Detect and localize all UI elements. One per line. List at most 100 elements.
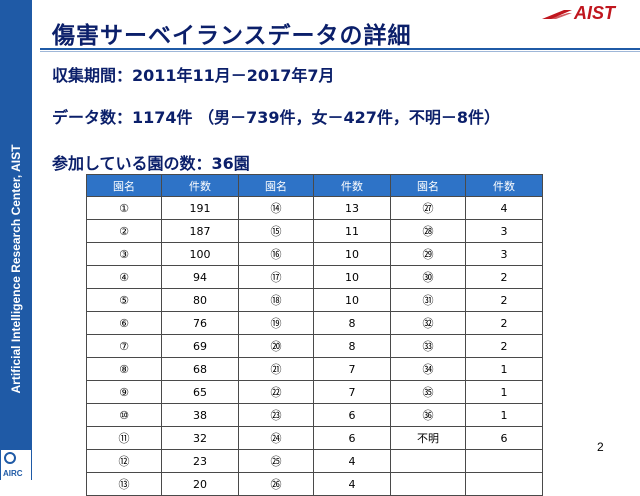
aist-logo: AIST: [542, 3, 634, 25]
side-band: [0, 0, 32, 480]
count-cell: 65: [161, 380, 239, 404]
park-name-cell: ㉝: [390, 334, 466, 358]
table-header-row: 園名 件数 園名 件数 園名 件数: [86, 174, 543, 197]
park-name-cell: 不明: [390, 426, 466, 450]
table-row: ② 187 ⑮ 11 ㉘ 3: [86, 219, 543, 243]
title-underline-thin: [40, 51, 640, 52]
park-name-cell: ⑥: [86, 311, 162, 335]
aist-logo-text: AIST: [574, 3, 616, 23]
park-name-cell: ㉑: [238, 357, 314, 381]
title-underline: [40, 48, 640, 50]
count-cell: 2: [465, 334, 543, 358]
count-cell: 76: [161, 311, 239, 335]
count-cell: 38: [161, 403, 239, 427]
count-cell: 69: [161, 334, 239, 358]
count-cell: 1: [465, 403, 543, 427]
count-cell: 3: [465, 242, 543, 266]
count-cell: 8: [313, 334, 391, 358]
header-count: 件数: [161, 174, 239, 197]
park-name-cell: ⑲: [238, 311, 314, 335]
header-count: 件数: [313, 174, 391, 197]
park-name-cell: ㉞: [390, 357, 466, 381]
header-park-name: 園名: [390, 174, 466, 197]
park-name-cell: ④: [86, 265, 162, 289]
count-cell: 8: [313, 311, 391, 335]
table-row: ⑩ 38 ㉓ 6 ㊱ 1: [86, 403, 543, 427]
airc-logo-mark: [4, 452, 16, 464]
park-name-cell: ⑤: [86, 288, 162, 312]
data-count: データ数：1174件 （男－739件，女－427件，不明－8件）: [52, 108, 501, 127]
table-row: ⑫ 23 ㉕ 4: [86, 449, 543, 473]
count-cell: 32: [161, 426, 239, 450]
park-name-cell: ㉚: [390, 265, 466, 289]
collection-period: 収集期間：2011年11月－2017年7月: [52, 66, 335, 85]
count-cell: 2: [465, 265, 543, 289]
table-row: ③ 100 ⑯ 10 ㉙ 3: [86, 242, 543, 266]
header-count: 件数: [465, 174, 543, 197]
park-name-cell: ⑫: [86, 449, 162, 473]
park-name-cell: ②: [86, 219, 162, 243]
count-cell: 7: [313, 357, 391, 381]
park-name-cell: ㉔: [238, 426, 314, 450]
table-row: ④ 94 ⑰ 10 ㉚ 2: [86, 265, 543, 289]
count-cell: 13: [313, 196, 391, 220]
header-park-name: 園名: [238, 174, 314, 197]
park-name-cell: ㉕: [238, 449, 314, 473]
page-number: 2: [597, 440, 604, 454]
counts-table: 園名 件数 園名 件数 園名 件数 ① 191 ⑭ 13 ㉗ 4 ② 187 ⑮…: [86, 174, 543, 496]
table-row: ① 191 ⑭ 13 ㉗ 4: [86, 196, 543, 220]
table-row: ⑧ 68 ㉑ 7 ㉞ 1: [86, 357, 543, 381]
count-cell: 11: [313, 219, 391, 243]
airc-logo: AIRC: [1, 450, 31, 480]
count-cell: 2: [465, 288, 543, 312]
count-cell: [465, 472, 543, 496]
park-name-cell: ⑬: [86, 472, 162, 496]
park-name-cell: ⑭: [238, 196, 314, 220]
count-cell: [465, 449, 543, 473]
count-cell: 20: [161, 472, 239, 496]
park-name-cell: ①: [86, 196, 162, 220]
park-name-cell: ㉓: [238, 403, 314, 427]
park-name-cell: ㉟: [390, 380, 466, 404]
count-cell: 68: [161, 357, 239, 381]
park-name-cell: [390, 472, 466, 496]
count-cell: 191: [161, 196, 239, 220]
table-row: ⑨ 65 ㉒ 7 ㉟ 1: [86, 380, 543, 404]
side-band-label: Artificial Intelligence Research Center,…: [9, 144, 23, 394]
count-cell: 1: [465, 380, 543, 404]
park-name-cell: [390, 449, 466, 473]
count-cell: 94: [161, 265, 239, 289]
count-cell: 10: [313, 242, 391, 266]
park-name-cell: ㉒: [238, 380, 314, 404]
park-name-cell: ⑨: [86, 380, 162, 404]
park-name-cell: ㉗: [390, 196, 466, 220]
park-name-cell: ⑯: [238, 242, 314, 266]
count-cell: 2: [465, 311, 543, 335]
count-cell: 1: [465, 357, 543, 381]
table-row: ⑬ 20 ㉖ 4: [86, 472, 543, 496]
park-name-cell: ⑧: [86, 357, 162, 381]
park-name-cell: ㉙: [390, 242, 466, 266]
count-cell: 7: [313, 380, 391, 404]
park-name-cell: ③: [86, 242, 162, 266]
count-cell: 4: [313, 449, 391, 473]
park-name-cell: ⑪: [86, 426, 162, 450]
park-name-cell: ⑱: [238, 288, 314, 312]
count-cell: 3: [465, 219, 543, 243]
park-name-cell: ㉜: [390, 311, 466, 335]
table-row: ⑪ 32 ㉔ 6 不明 6: [86, 426, 543, 450]
count-cell: 4: [313, 472, 391, 496]
park-name-cell: ㉖: [238, 472, 314, 496]
count-cell: 10: [313, 265, 391, 289]
aist-swoosh-icon: [542, 10, 572, 19]
park-name-cell: ⑦: [86, 334, 162, 358]
count-cell: 10: [313, 288, 391, 312]
count-cell: 100: [161, 242, 239, 266]
count-cell: 23: [161, 449, 239, 473]
park-name-cell: ⑩: [86, 403, 162, 427]
park-name-cell: ⑮: [238, 219, 314, 243]
table-row: ⑥ 76 ⑲ 8 ㉜ 2: [86, 311, 543, 335]
participating-parks: 参加している園の数：36園: [52, 154, 250, 173]
park-name-cell: ㉛: [390, 288, 466, 312]
count-cell: 187: [161, 219, 239, 243]
